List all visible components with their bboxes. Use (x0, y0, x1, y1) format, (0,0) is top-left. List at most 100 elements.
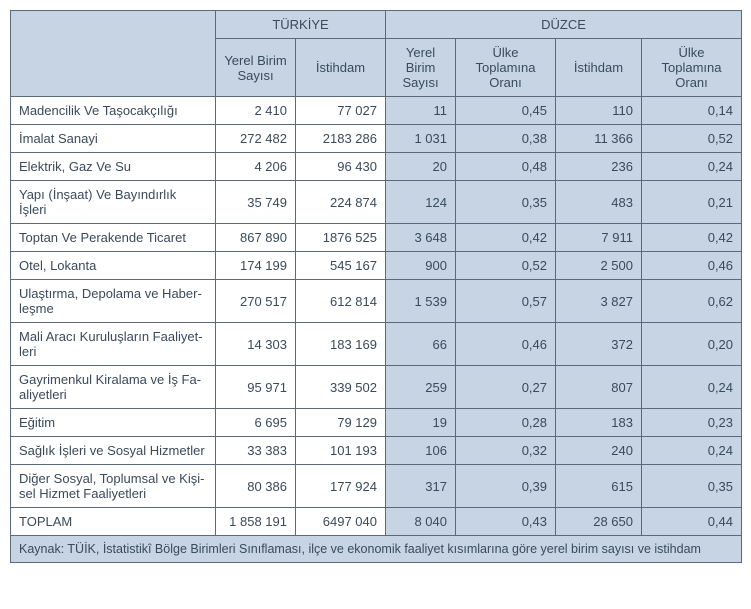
cell-value: 2 410 (216, 97, 296, 125)
cell-value: 19 (386, 409, 456, 437)
cell-value: 0,46 (642, 252, 742, 280)
cell-value: 1 031 (386, 125, 456, 153)
toplam-value: 0,44 (642, 508, 742, 536)
cell-value: 0,24 (642, 366, 742, 409)
toplam-label: TOPLAM (11, 508, 216, 536)
cell-value: 372 (556, 323, 642, 366)
row-label: Otel, Lokanta (11, 252, 216, 280)
header-turkiye: TÜRKİYE (216, 11, 386, 39)
toplam-value: 8 040 (386, 508, 456, 536)
cell-value: 0,39 (456, 465, 556, 508)
toplam-value: 1 858 191 (216, 508, 296, 536)
cell-value: 0,62 (642, 280, 742, 323)
cell-value: 483 (556, 181, 642, 224)
cell-value: 0,20 (642, 323, 742, 366)
cell-value: 96 430 (296, 153, 386, 181)
toplam-value: 6497 040 (296, 508, 386, 536)
cell-value: 0,24 (642, 153, 742, 181)
table-row: Diğer Sosyal, Toplumsal ve Kişi­sel Hizm… (11, 465, 742, 508)
cell-value: 124 (386, 181, 456, 224)
cell-value: 3 827 (556, 280, 642, 323)
cell-value: 0,52 (642, 125, 742, 153)
subheader-dz-birim: Yerel Birim Sayısı (386, 39, 456, 97)
row-label: Sağlık İşleri ve Sosyal Hizmetler (11, 437, 216, 465)
cell-value: 0,38 (456, 125, 556, 153)
table-row: Yapı (İnşaat) Ve Bayındırlık İşleri35 74… (11, 181, 742, 224)
cell-value: 0,23 (642, 409, 742, 437)
table-row: Gayrimenkul Kiralama ve İş Fa­aliyetleri… (11, 366, 742, 409)
cell-value: 0,46 (456, 323, 556, 366)
cell-value: 317 (386, 465, 456, 508)
cell-value: 6 695 (216, 409, 296, 437)
table-row: Otel, Lokanta174 199545 1679000,522 5000… (11, 252, 742, 280)
table-body: Madencilik Ve Taşocakçılığı2 41077 02711… (11, 97, 742, 536)
cell-value: 900 (386, 252, 456, 280)
cell-value: 66 (386, 323, 456, 366)
subheader-dz-oran2: Ülke Toplamına Oranı (642, 39, 742, 97)
cell-value: 2 500 (556, 252, 642, 280)
table-row: Sağlık İşleri ve Sosyal Hizmetler33 3831… (11, 437, 742, 465)
row-label: İmalat Sanayi (11, 125, 216, 153)
cell-value: 80 386 (216, 465, 296, 508)
cell-value: 177 924 (296, 465, 386, 508)
cell-value: 7 911 (556, 224, 642, 252)
toplam-value: 0,43 (456, 508, 556, 536)
row-label: Eğitim (11, 409, 216, 437)
cell-value: 0,52 (456, 252, 556, 280)
toplam-value: 28 650 (556, 508, 642, 536)
cell-value: 0,45 (456, 97, 556, 125)
cell-value: 110 (556, 97, 642, 125)
row-label: Ulaştırma, Depolama ve Haber­leşme (11, 280, 216, 323)
cell-value: 259 (386, 366, 456, 409)
cell-value: 0,57 (456, 280, 556, 323)
cell-value: 77 027 (296, 97, 386, 125)
cell-value: 0,48 (456, 153, 556, 181)
table-row: Madencilik Ve Taşocakçılığı2 41077 02711… (11, 97, 742, 125)
cell-value: 224 874 (296, 181, 386, 224)
cell-value: 183 169 (296, 323, 386, 366)
cell-value: 0,42 (642, 224, 742, 252)
cell-value: 272 482 (216, 125, 296, 153)
cell-value: 270 517 (216, 280, 296, 323)
table-row: Mali Aracı Kuruluşların Faaliyet­leri14 … (11, 323, 742, 366)
cell-value: 20 (386, 153, 456, 181)
cell-value: 545 167 (296, 252, 386, 280)
row-label: Diğer Sosyal, Toplumsal ve Kişi­sel Hizm… (11, 465, 216, 508)
table-row: Elektrik, Gaz Ve Su4 20696 430200,482360… (11, 153, 742, 181)
table-header: TÜRKİYE DÜZCE Yerel Bi­rim Sayısı İstihd… (11, 11, 742, 97)
cell-value: 612 814 (296, 280, 386, 323)
header-duzce: DÜZCE (386, 11, 742, 39)
toplam-row: TOPLAM1 858 1916497 0408 0400,4328 6500,… (11, 508, 742, 536)
cell-value: 0,21 (642, 181, 742, 224)
cell-value: 0,42 (456, 224, 556, 252)
cell-value: 1876 525 (296, 224, 386, 252)
cell-value: 0,28 (456, 409, 556, 437)
row-label: Madencilik Ve Taşocakçılığı (11, 97, 216, 125)
cell-value: 33 383 (216, 437, 296, 465)
cell-value: 0,27 (456, 366, 556, 409)
cell-value: 0,35 (456, 181, 556, 224)
cell-value: 0,24 (642, 437, 742, 465)
header-blank (11, 11, 216, 97)
cell-value: 2183 286 (296, 125, 386, 153)
subheader-tr-ist: İstihdam (296, 39, 386, 97)
cell-value: 0,35 (642, 465, 742, 508)
table-row: İmalat Sanayi272 4822183 2861 0310,3811 … (11, 125, 742, 153)
cell-value: 14 303 (216, 323, 296, 366)
cell-value: 615 (556, 465, 642, 508)
cell-value: 11 (386, 97, 456, 125)
cell-value: 35 749 (216, 181, 296, 224)
cell-value: 79 129 (296, 409, 386, 437)
cell-value: 867 890 (216, 224, 296, 252)
table-row: Eğitim6 69579 129190,281830,23 (11, 409, 742, 437)
cell-value: 0,14 (642, 97, 742, 125)
cell-value: 339 502 (296, 366, 386, 409)
subheader-dz-ist: İstihdam (556, 39, 642, 97)
cell-value: 807 (556, 366, 642, 409)
subheader-dz-oran1: Ülke Toplamına Oranı (456, 39, 556, 97)
table-source: Kaynak: TÜİK, İstatistikî Bölge Birimler… (11, 536, 742, 563)
row-label: Yapı (İnşaat) Ve Bayındırlık İşleri (11, 181, 216, 224)
cell-value: 0,32 (456, 437, 556, 465)
cell-value: 4 206 (216, 153, 296, 181)
cell-value: 236 (556, 153, 642, 181)
